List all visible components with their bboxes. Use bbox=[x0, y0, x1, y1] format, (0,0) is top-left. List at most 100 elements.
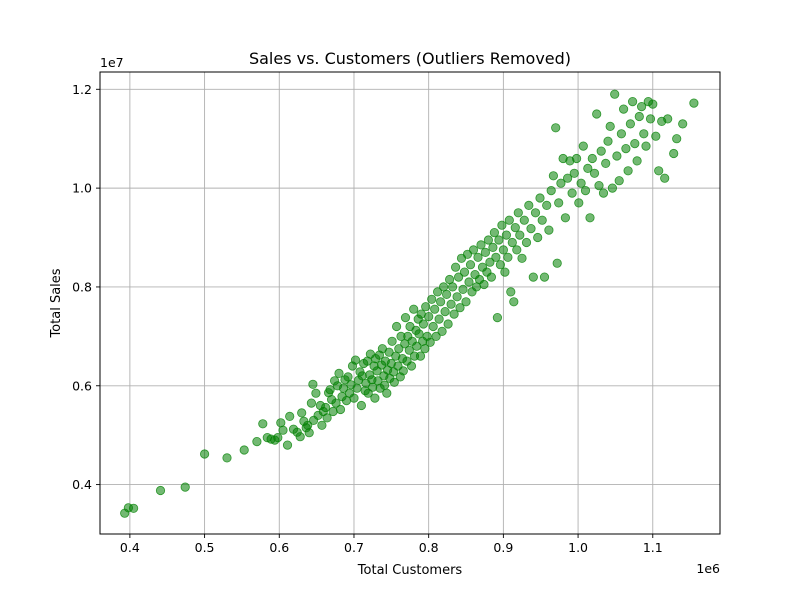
scatter-point bbox=[258, 419, 268, 429]
scatter-point bbox=[636, 102, 647, 112]
scatter-point bbox=[278, 425, 288, 435]
scatter-point bbox=[616, 129, 627, 139]
scatter-point bbox=[459, 267, 470, 277]
scatter-point bbox=[322, 413, 332, 423]
scatter-point bbox=[578, 141, 588, 151]
scatter-point bbox=[480, 247, 490, 257]
scatter-point bbox=[387, 336, 397, 346]
scatter-point bbox=[551, 123, 561, 133]
scatter-point bbox=[589, 168, 600, 178]
scatter-point bbox=[605, 121, 615, 132]
scatter-point bbox=[509, 297, 519, 307]
scatter-point bbox=[453, 272, 464, 282]
scatter-point bbox=[485, 257, 495, 267]
scatter-point bbox=[614, 176, 624, 186]
scatter-point bbox=[634, 111, 644, 122]
scatter-point bbox=[465, 260, 476, 270]
scatter-point bbox=[370, 393, 380, 403]
scatter-point bbox=[420, 344, 430, 354]
scatter-point bbox=[331, 398, 341, 408]
scatter-point bbox=[452, 292, 462, 302]
scatter-point bbox=[476, 240, 486, 250]
scatter-point bbox=[580, 186, 591, 196]
scatter-point bbox=[651, 131, 661, 141]
scatter-point bbox=[382, 388, 392, 398]
scatter-point bbox=[479, 279, 489, 290]
scatter-point bbox=[415, 351, 426, 361]
x-axis-label: Total Customers bbox=[357, 563, 463, 578]
scatter-point bbox=[273, 432, 283, 443]
scatter-point bbox=[621, 144, 631, 154]
scatter-point bbox=[506, 287, 516, 297]
scatter-point bbox=[304, 428, 314, 438]
scatter-point bbox=[519, 215, 529, 225]
scatter-point bbox=[569, 168, 579, 178]
y-axis-label: Total Sales bbox=[49, 268, 64, 338]
scatter-point bbox=[669, 148, 679, 159]
scatter-point bbox=[512, 245, 522, 255]
x-tick-label: 0.5 bbox=[195, 540, 215, 555]
scatter-point bbox=[432, 287, 443, 297]
scatter-point bbox=[607, 183, 618, 193]
scatter-point bbox=[654, 166, 664, 176]
scatter-point bbox=[630, 139, 640, 149]
scatter-point bbox=[645, 114, 656, 124]
scatter-point bbox=[441, 289, 452, 299]
x-tick-label: 0.7 bbox=[344, 540, 364, 555]
scatter-point bbox=[663, 114, 673, 124]
scatter-point bbox=[349, 393, 359, 403]
scatter-point bbox=[623, 166, 633, 176]
scatter-point bbox=[585, 213, 595, 223]
scatter-point bbox=[500, 267, 510, 277]
scatter-point bbox=[468, 245, 479, 255]
scatter-point bbox=[612, 151, 622, 161]
scatter-point bbox=[560, 213, 571, 223]
plot-frame bbox=[99, 71, 721, 535]
scatter-point bbox=[252, 436, 262, 447]
scatter-point bbox=[535, 193, 545, 203]
scatter-point bbox=[440, 306, 450, 317]
scatter-point bbox=[542, 200, 552, 210]
scatter-point bbox=[678, 119, 688, 129]
scatter-point bbox=[282, 440, 293, 450]
x-tick-label: 0.6 bbox=[269, 540, 289, 555]
scatter-point bbox=[428, 321, 438, 332]
scatter-point bbox=[418, 319, 428, 329]
scatter-point bbox=[494, 235, 504, 245]
scatter-point bbox=[389, 377, 399, 387]
scatter-point bbox=[239, 445, 249, 455]
scatter-point bbox=[434, 314, 444, 324]
scatter-point bbox=[486, 272, 496, 282]
scatter-point bbox=[449, 309, 459, 319]
scatter-point bbox=[528, 272, 538, 282]
scatter-point bbox=[618, 104, 629, 114]
scatter-point bbox=[526, 224, 536, 234]
scatter-point bbox=[129, 503, 139, 513]
chart-title: Sales vs. Customers (Outliers Removed) bbox=[249, 49, 571, 68]
x-tick-label: 0.8 bbox=[419, 540, 439, 555]
scatter-point bbox=[517, 253, 527, 263]
scatter-point bbox=[394, 344, 404, 354]
scatter-point bbox=[437, 326, 447, 336]
y-tick-label: 0.6 bbox=[72, 378, 92, 393]
scatter-point bbox=[455, 303, 465, 313]
scatter-point bbox=[334, 368, 344, 378]
scatter-point bbox=[501, 230, 511, 240]
scatter-point bbox=[521, 237, 532, 248]
scatter-point bbox=[492, 312, 502, 323]
scatter-point bbox=[603, 136, 613, 146]
scatter-point bbox=[533, 232, 543, 243]
scatter-point bbox=[567, 188, 577, 198]
scatter-point bbox=[155, 485, 166, 496]
y-axis-ticks: 0.4 0.6 0.8 1.0 1.2 bbox=[72, 82, 100, 492]
scatter-point bbox=[450, 262, 461, 272]
scatter-point bbox=[464, 277, 474, 287]
scatter-point bbox=[306, 398, 316, 408]
scatter-point bbox=[583, 163, 593, 173]
scatter-point bbox=[447, 282, 458, 292]
scatter-point bbox=[554, 198, 564, 208]
scatter-point bbox=[594, 181, 604, 191]
scatter-point bbox=[435, 297, 446, 307]
scatter-point bbox=[504, 215, 514, 225]
